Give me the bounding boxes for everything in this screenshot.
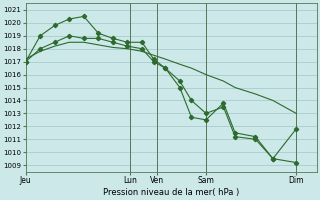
X-axis label: Pression niveau de la mer( hPa ): Pression niveau de la mer( hPa ) (103, 188, 239, 197)
